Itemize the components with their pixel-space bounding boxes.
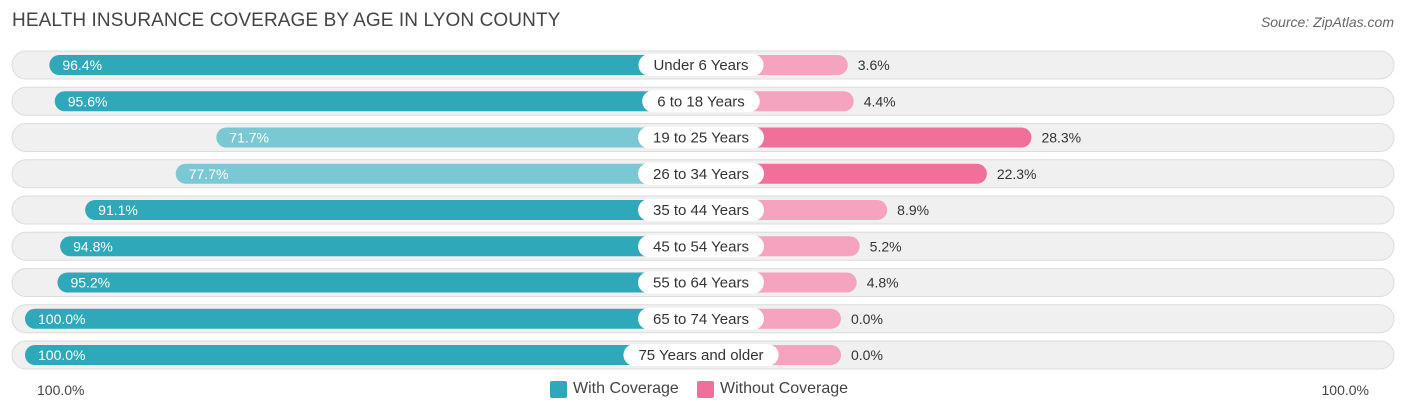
category-pill <box>638 126 764 149</box>
label-without-coverage: 8.9% <box>897 202 929 218</box>
category-label: 75 Years and older <box>638 347 763 364</box>
label-without-coverage: 0.0% <box>851 347 883 363</box>
bar-with-coverage <box>54 91 701 112</box>
bar-row: 71.7% 28.3% 19 to 25 Years <box>11 123 1395 152</box>
category-pill <box>623 344 779 366</box>
bar-with-coverage <box>49 55 701 75</box>
label-with-coverage: 100.0% <box>38 347 85 363</box>
label-with-coverage: 95.2% <box>70 275 110 291</box>
bar-with-coverage <box>60 236 702 257</box>
category-label: Under 6 Years <box>653 57 748 74</box>
category-pill <box>638 162 764 185</box>
legend-without-coverage[interactable]: Without Coverage <box>697 380 848 398</box>
category-label: 45 to 54 Years <box>653 238 749 255</box>
label-with-coverage: 100.0% <box>38 311 85 327</box>
bar-row: 77.7% 22.3% 26 to 34 Years <box>11 159 1395 189</box>
legend-with-coverage[interactable]: With Coverage <box>550 380 679 398</box>
category-pill <box>638 199 764 221</box>
category-label: 35 to 44 Years <box>653 202 749 219</box>
bar-with-coverage <box>216 127 702 148</box>
bar-row: 95.2% 4.8% 55 to 64 Years <box>11 268 1395 297</box>
label-without-coverage: 4.4% <box>864 93 896 109</box>
legend-label-with-coverage: With Coverage <box>573 380 679 397</box>
label-with-coverage: 95.6% <box>68 93 108 109</box>
category-label: 65 to 74 Years <box>653 311 749 328</box>
bar-with-coverage <box>25 308 701 329</box>
chart-source: Source: ZipAtlas.com <box>1260 14 1394 30</box>
legend-label-without-coverage: Without Coverage <box>720 380 849 397</box>
legend-swatch-with-coverage <box>550 380 567 398</box>
label-without-coverage: 5.2% <box>870 238 902 254</box>
axis-left-label: 100.0% <box>37 382 85 398</box>
label-with-coverage: 71.7% <box>229 130 269 146</box>
bar-with-coverage <box>85 200 701 220</box>
label-without-coverage: 22.3% <box>997 166 1037 182</box>
bar-with-coverage <box>175 163 702 184</box>
label-without-coverage: 4.8% <box>867 275 899 291</box>
bar-row: 94.8% 5.2% 45 to 54 Years <box>11 231 1395 261</box>
category-label: 55 to 64 Years <box>653 275 749 292</box>
label-without-coverage: 0.0% <box>851 311 883 327</box>
label-with-coverage: 94.8% <box>73 238 113 254</box>
category-pill <box>638 271 764 294</box>
category-label: 26 to 34 Years <box>653 166 749 183</box>
category-pill <box>638 54 764 76</box>
label-with-coverage: 77.7% <box>189 166 229 182</box>
bar-without-coverage <box>681 127 1032 148</box>
label-without-coverage: 28.3% <box>1041 130 1081 146</box>
category-pill <box>638 307 764 330</box>
bar-row: 96.4% 3.6% Under 6 Years <box>11 50 1395 80</box>
bar-row: 95.6% 4.4% 6 to 18 Years <box>11 86 1395 116</box>
label-with-coverage: 96.4% <box>62 57 102 73</box>
bar-row: 91.1% 8.9% 35 to 44 Years <box>11 195 1395 225</box>
category-label: 19 to 25 Years <box>653 130 749 147</box>
category-pill <box>638 235 764 258</box>
category-pill <box>642 90 760 113</box>
bar-with-coverage <box>57 272 701 293</box>
bar-chart: 96.4% 3.6% Under 6 Years 95.6% 4.4% 6 to 18 Y… <box>11 50 1395 370</box>
label-without-coverage: 3.6% <box>858 57 890 73</box>
label-with-coverage: 91.1% <box>98 202 138 218</box>
chart-title: HEALTH INSURANCE COVERAGE BY AGE IN LYON… <box>12 10 561 31</box>
bar-row: 100.0% 0.0% 75 Years and older <box>11 340 1395 370</box>
bar-row: 100.0% 0.0% 65 to 74 Years <box>11 304 1395 334</box>
bar-with-coverage <box>25 345 701 365</box>
category-label: 6 to 18 Years <box>657 93 745 110</box>
legend-swatch-without-coverage <box>697 380 714 398</box>
axis-right-label: 100.0% <box>1321 382 1369 398</box>
